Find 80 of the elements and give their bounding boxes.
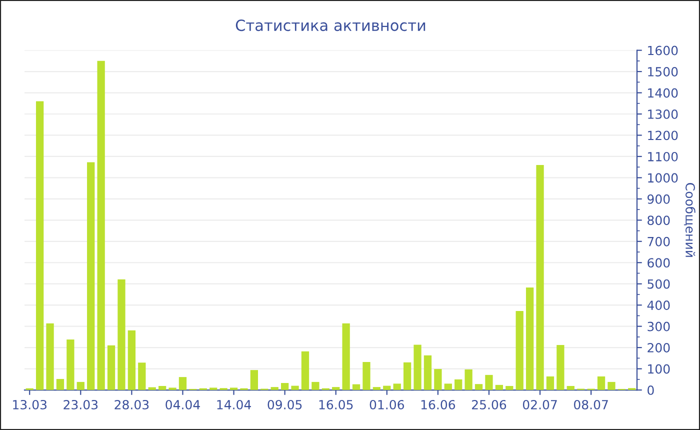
y-tick-label: 900: [648, 194, 670, 204]
bar: [474, 384, 483, 390]
bar: [454, 379, 462, 390]
bar: [168, 388, 176, 390]
x-tick-label: 25.06: [472, 400, 506, 410]
y-tick-label: 400: [647, 300, 670, 310]
bar: [383, 386, 391, 390]
bar: [210, 388, 218, 390]
y-tick-label: 1400: [648, 88, 678, 98]
y-tick-label: 800: [648, 216, 670, 226]
bar: [301, 351, 310, 390]
y-tick-label: 600: [648, 258, 670, 268]
x-tick-label: 23.03: [64, 400, 98, 410]
bar: [56, 378, 64, 390]
bar: [148, 387, 156, 390]
bar: [250, 370, 258, 390]
bar: [178, 377, 187, 390]
bar: [393, 384, 401, 390]
bar: [495, 384, 504, 390]
bar: [138, 362, 146, 390]
bar: [362, 362, 370, 390]
bar: [608, 382, 616, 390]
y-tick-label: 0: [648, 385, 654, 395]
bar: [546, 376, 554, 390]
bar: [46, 323, 54, 390]
y-tick-label: 200: [648, 343, 670, 352]
x-tick-label: 28.03: [114, 400, 149, 410]
bar: [526, 287, 534, 390]
bar: [414, 344, 422, 390]
x-tick-label: 16.05: [319, 400, 353, 410]
bar: [332, 387, 340, 390]
bar: [36, 101, 44, 390]
bar: [372, 387, 381, 390]
bar: [118, 279, 126, 390]
bar: [516, 311, 524, 390]
bar: [485, 374, 493, 390]
bar: [312, 382, 320, 390]
y-tick-label: 1300: [648, 109, 678, 119]
y-tick-label: 1600: [648, 46, 678, 56]
y-tick-label: 500: [648, 279, 670, 289]
bar: [434, 368, 442, 390]
bar: [556, 345, 564, 390]
y-tick-label: 1100: [648, 152, 678, 162]
bar: [128, 330, 136, 390]
x-tick-label: 01.06: [370, 400, 404, 410]
x-tick-label: 16.06: [421, 400, 456, 410]
x-tick-label: 08.07: [574, 400, 608, 410]
y-tick-label: 1200: [648, 130, 678, 140]
bar: [464, 369, 472, 390]
bar: [291, 386, 299, 390]
x-tick-label: 04.04: [166, 400, 200, 410]
bar: [76, 382, 84, 390]
bar: [424, 355, 432, 390]
bar: [536, 164, 544, 390]
x-tick-label: 09.05: [268, 400, 302, 410]
bar: [403, 362, 412, 390]
y-tick-label: 100: [648, 364, 670, 374]
bar: [158, 386, 166, 390]
y-tick-label: 1000: [648, 173, 678, 183]
bar: [506, 386, 514, 390]
y-tick-label: 700: [648, 236, 670, 246]
bar: [87, 162, 95, 390]
x-tick-label: 13.03: [13, 400, 46, 410]
x-tick-label: 02.07: [522, 400, 557, 410]
bar: [597, 376, 606, 390]
bar: [66, 339, 74, 390]
y-axis-title: Сообщений: [684, 183, 696, 257]
x-tick-label: 14.04: [217, 400, 251, 410]
bar: [270, 387, 278, 390]
bar: [444, 384, 452, 390]
bar: [566, 386, 574, 390]
y-tick-label: 300: [648, 322, 670, 332]
bar: [280, 383, 289, 390]
y-tick-label: 1500: [648, 67, 678, 76]
bar: [107, 345, 116, 390]
bar: [352, 384, 360, 390]
bar: [97, 60, 105, 390]
bar: [230, 388, 238, 390]
chart-title: Статистика активности: [236, 20, 426, 32]
bar: [342, 323, 350, 390]
